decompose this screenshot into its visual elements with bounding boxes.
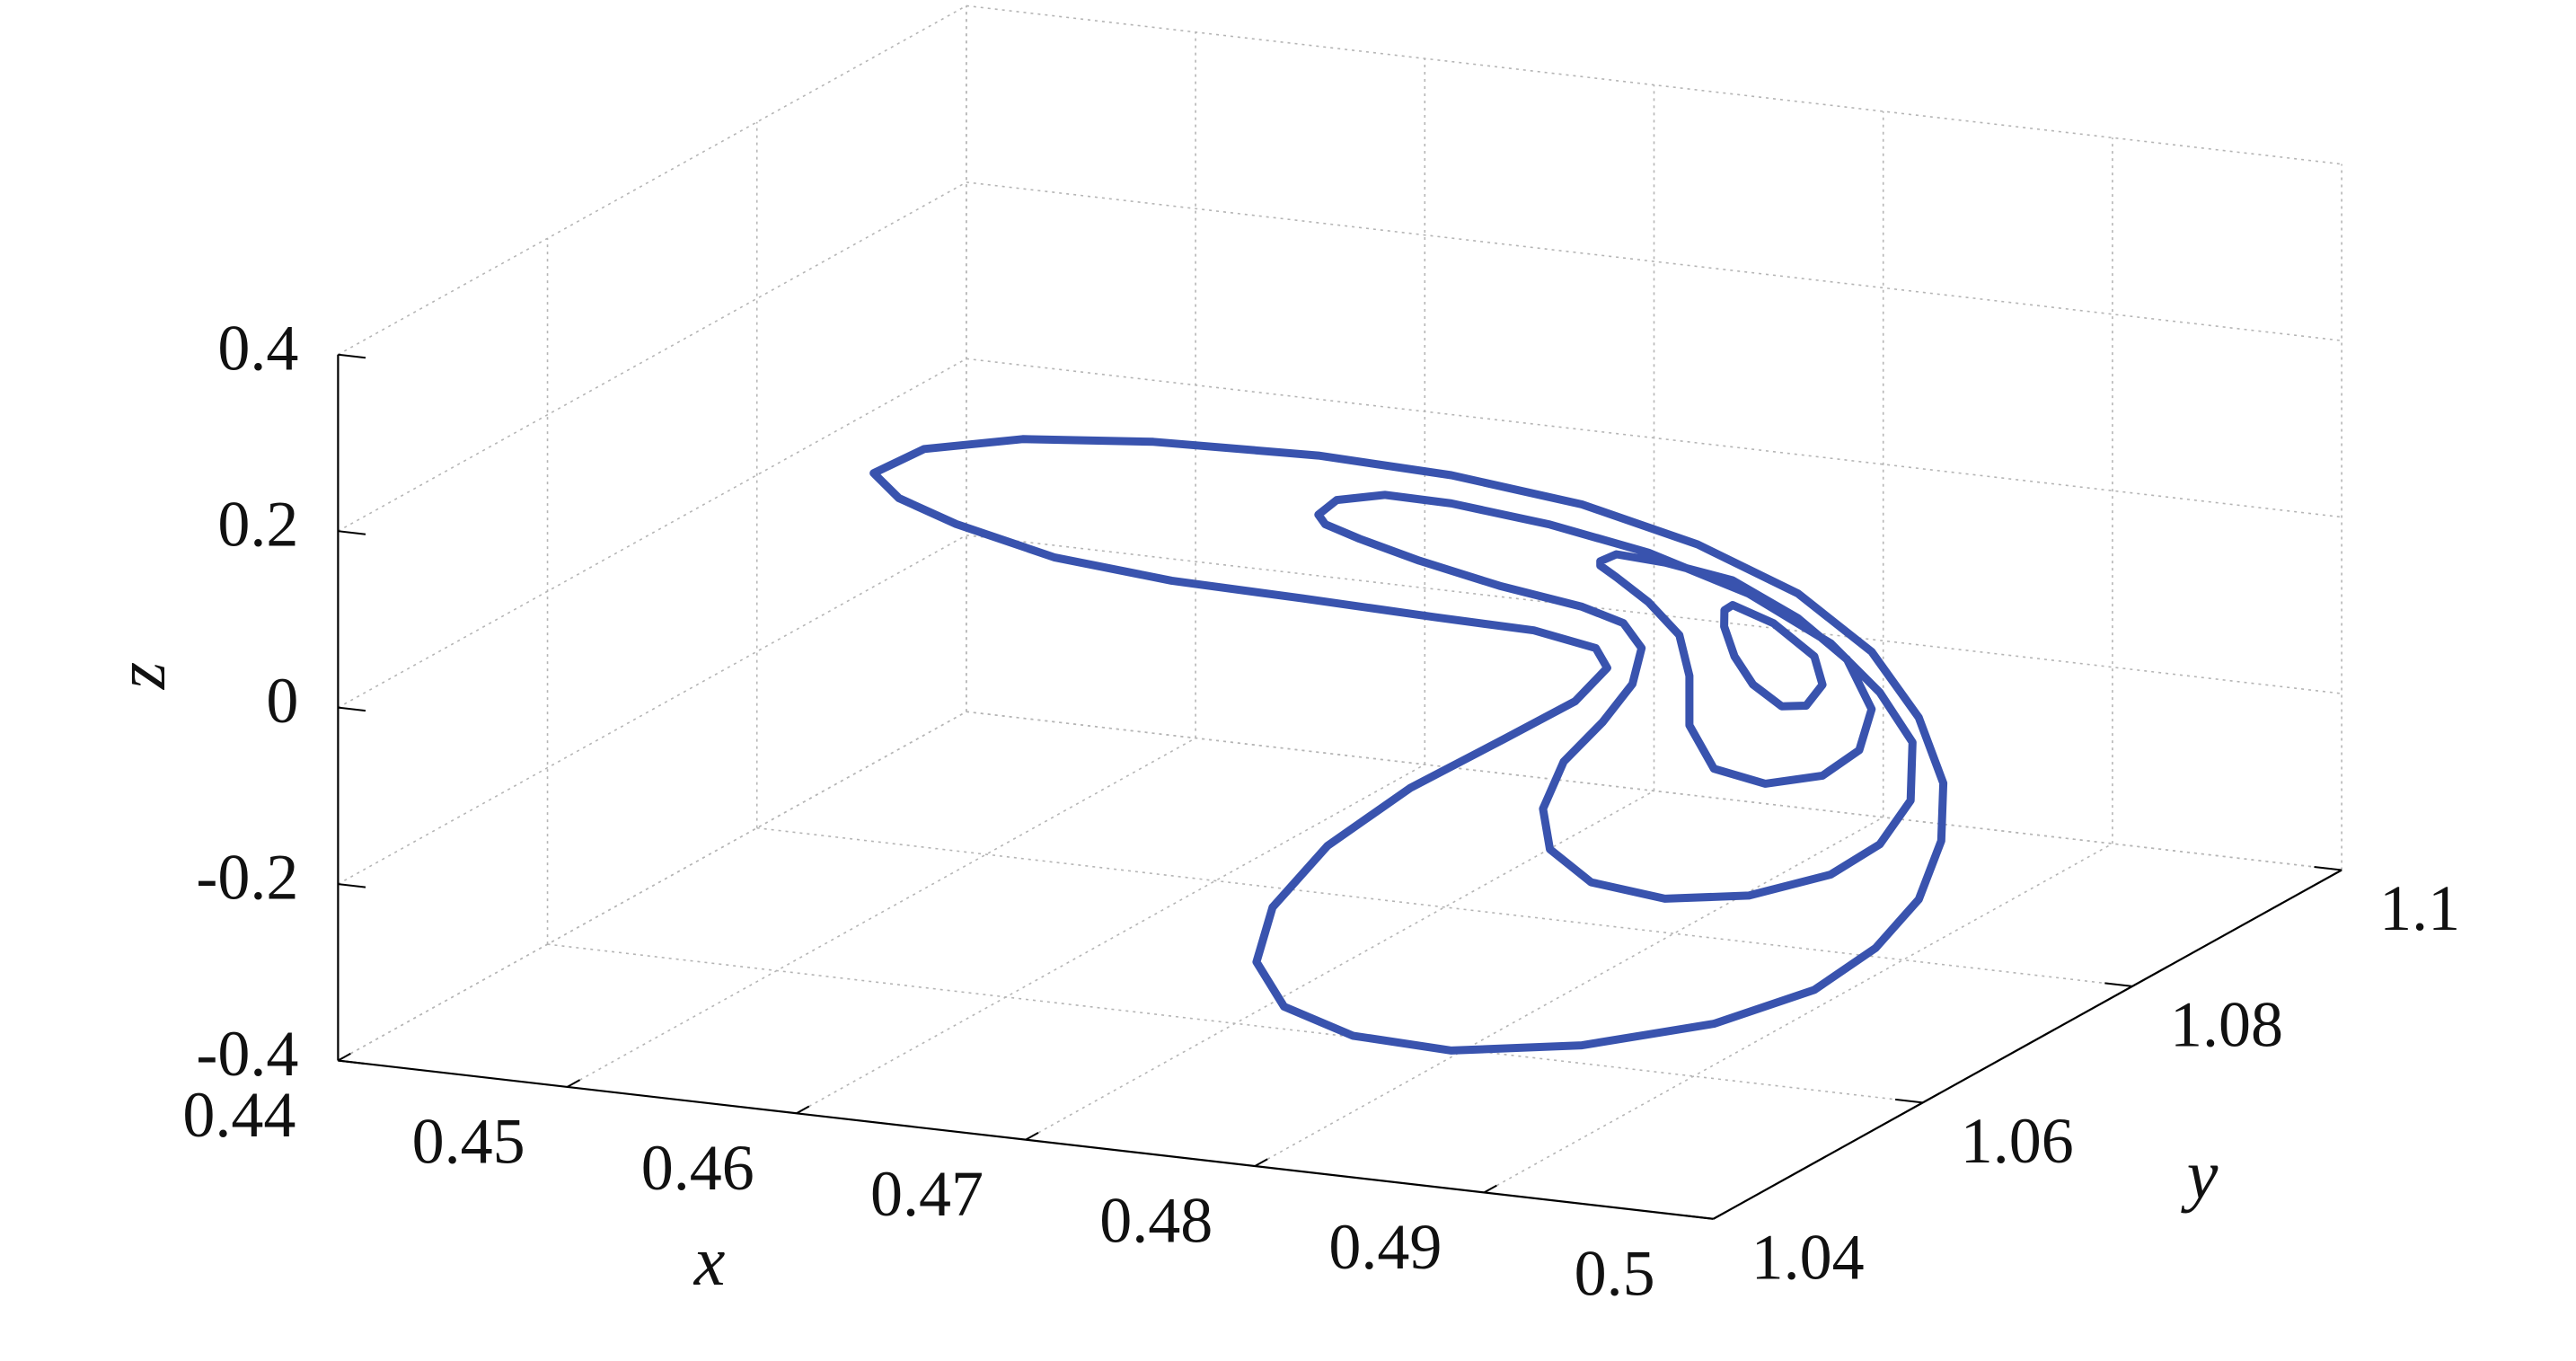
z-tick xyxy=(338,530,366,535)
x-tick-label: 0.44 xyxy=(182,1079,296,1151)
z-tick-label: -0.2 xyxy=(196,842,298,914)
y-axis-title: y xyxy=(2181,1136,2219,1214)
grid-line xyxy=(966,711,2342,871)
grid-line xyxy=(1254,817,1884,1167)
grid-line xyxy=(966,4,2342,165)
grid-line xyxy=(337,181,967,532)
grid-line xyxy=(1025,790,1654,1141)
grid-line xyxy=(337,358,967,709)
x-tick-label: 0.5 xyxy=(1575,1237,1655,1309)
grid-line xyxy=(966,358,2342,518)
z-axis-title: z xyxy=(101,662,180,690)
z-tick-label: -0.4 xyxy=(196,1018,298,1090)
z-tick-label: 0.4 xyxy=(217,312,298,384)
z-tick xyxy=(338,353,366,359)
grid-line xyxy=(547,943,1923,1104)
z-tick xyxy=(338,1059,366,1065)
y-tick-label: 1.1 xyxy=(2379,872,2460,944)
z-tick-label: 0 xyxy=(266,665,298,737)
axes: 0.44 0.45 0.46 0.47 0.48 0.49 0.5 1.04 1.06 1.08 1… xyxy=(182,312,2460,1309)
grid-line xyxy=(337,4,967,356)
x-tick xyxy=(567,1079,581,1088)
grid-line xyxy=(756,826,2133,987)
x-tick xyxy=(796,1105,810,1115)
x-tick-label: 0.48 xyxy=(1099,1185,1213,1257)
y-tick xyxy=(1685,1215,1714,1220)
x-tick-label: 0.46 xyxy=(641,1132,754,1204)
trajectory-line xyxy=(869,435,1948,1055)
grid-line xyxy=(337,711,967,1062)
grid-line xyxy=(1484,843,2113,1194)
x-tick-label: 0.49 xyxy=(1328,1211,1442,1283)
x-tick xyxy=(1483,1184,1497,1194)
y-tick xyxy=(2314,865,2342,871)
grid-line xyxy=(966,534,2342,694)
x-axis-title: x xyxy=(693,1222,726,1300)
x-tick xyxy=(337,1052,351,1062)
y-axis-line xyxy=(1713,869,2342,1220)
y-tick-label: 1.08 xyxy=(2170,988,2283,1060)
z-tick-label: 0.2 xyxy=(217,489,298,561)
x-tick-label: 0.45 xyxy=(412,1105,525,1177)
y-tick xyxy=(1895,1098,1923,1104)
z-tick xyxy=(338,883,366,888)
y-tick-label: 1.04 xyxy=(1751,1221,1865,1293)
z-tick xyxy=(338,706,366,712)
y-tick xyxy=(2104,982,2133,987)
x-tick xyxy=(1713,1211,1727,1220)
grid-line xyxy=(567,737,1196,1088)
x-tick xyxy=(1025,1132,1039,1141)
grid-line xyxy=(337,535,967,885)
x-tick xyxy=(1254,1158,1268,1167)
grid-line xyxy=(796,764,1425,1114)
y-tick-label: 1.06 xyxy=(1961,1105,2074,1177)
grid-line xyxy=(966,181,2342,341)
x-tick-label: 0.47 xyxy=(870,1158,984,1230)
plot-area xyxy=(869,435,1948,1055)
